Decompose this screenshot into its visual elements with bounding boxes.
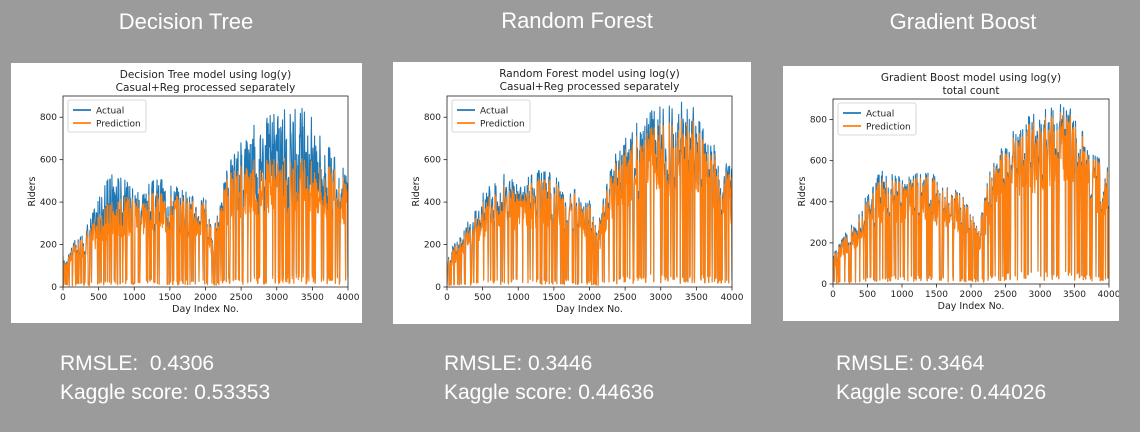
x-tick-label: 2500 [614,293,637,303]
chart-decision-tree: Decision Tree model using log(y)Casual+R… [27,69,360,315]
rmsle-label: RMSLE: 0.3446 [444,352,593,375]
y-axis-label: Riders [411,176,422,206]
kaggle-score-label: Kaggle score: 0.44636 [444,381,655,404]
legend-label: Actual [866,110,894,120]
x-tick-label: 2500 [230,293,253,303]
legend-box [67,99,147,133]
series-line-prediction [447,118,732,287]
kaggle-score-label: Kaggle score: 0.53353 [60,381,271,404]
x-tick-label: 0 [60,293,66,303]
plot-area [833,104,1109,284]
chart-title: Decision Tree model using log(y) [120,69,291,81]
plot-area [447,101,732,287]
x-tick-label: 3000 [1029,290,1052,300]
model-heading: Gradient Boost [889,9,1037,34]
x-tick-label: 4000 [721,293,744,303]
model-heading: Random Forest [501,8,653,33]
x-tick-label: 1500 [925,290,948,300]
metrics: RMSLE: 0.3464 Kaggle score: 0.44026 [836,349,1046,407]
y-tick-label: 0 [821,280,827,290]
legend-label: Prediction [866,123,911,133]
x-tick-label: 2000 [194,293,217,303]
x-tick-label: 3000 [649,293,672,303]
y-tick-label: 0 [51,283,57,293]
y-tick-label: 200 [424,241,441,251]
x-axis-label: Day Index No. [938,301,1005,312]
chart-title: Random Forest model using log(y) [499,68,680,80]
series-line-prediction [63,157,348,287]
y-tick-label: 600 [810,157,827,167]
chart-subtitle: total count [943,85,1000,97]
chart-title: Gradient Boost model using log(y) [881,72,1061,84]
y-tick-label: 600 [424,156,441,166]
y-tick-label: 400 [810,198,827,208]
x-tick-label: 2000 [960,290,983,300]
legend-box [837,102,917,136]
rmsle-label: RMSLE: 0.4306 [60,352,215,375]
y-tick-label: 400 [40,198,57,208]
x-tick-label: 0 [830,290,836,300]
x-tick-label: 3500 [685,293,708,303]
y-tick-label: 200 [40,241,57,251]
y-tick-label: 0 [435,283,441,293]
model-heading: Decision Tree [118,9,254,34]
x-axis-label: Day Index No. [556,304,623,315]
metrics: RMSLE: 0.3446 Kaggle score: 0.44636 [444,349,654,407]
x-tick-label: 3500 [1063,290,1086,300]
y-axis-label: Riders [27,176,38,206]
legend-label: Prediction [96,120,141,130]
chart-subtitle: Casual+Reg processed separately [116,82,296,94]
x-tick-label: 3500 [301,293,324,303]
series-line-prediction [833,112,1109,284]
y-tick-label: 200 [810,239,827,249]
chart-card: Gradient Boost model using log(y) total c… [783,66,1119,321]
y-tick-label: 800 [424,113,441,123]
y-tick-label: 400 [424,198,441,208]
chart-subtitle: Casual+Reg processed separately [500,81,680,93]
kaggle-score-label: Kaggle score: 0.44026 [836,381,1047,404]
legend-label: Actual [96,107,124,117]
y-tick-label: 800 [810,116,827,126]
x-tick-label: 1500 [542,293,565,303]
x-tick-label: 500 [474,293,491,303]
x-tick-label: 1500 [158,293,181,303]
legend: Actual Prediction [451,99,531,133]
y-tick-label: 600 [40,156,57,166]
x-tick-label: 0 [444,293,450,303]
x-tick-label: 4000 [337,293,360,303]
chart-card: Decision Tree model using log(y) Casual+R… [11,63,362,323]
x-tick-label: 500 [90,293,107,303]
x-tick-label: 2500 [994,290,1017,300]
x-axis-label: Day Index No. [172,304,239,315]
legend-label: Actual [480,107,508,117]
legend-label: Prediction [480,120,525,130]
metrics: RMSLE: 0.4306 Kaggle score: 0.53353 [60,349,270,407]
x-tick-label: 1000 [507,293,530,303]
plot-area [63,107,348,287]
chart-card: Random Forest model using log(y) Casual+R… [393,62,751,324]
y-tick-label: 800 [40,113,57,123]
legend-box [451,99,531,133]
x-tick-label: 500 [859,290,876,300]
rmsle-label: RMSLE: 0.3464 [836,352,985,375]
x-tick-label: 3000 [265,293,288,303]
x-tick-label: 1000 [891,290,914,300]
x-tick-label: 1000 [123,293,146,303]
legend: Actual Prediction [67,99,147,133]
y-axis-label: Riders [797,176,808,206]
x-tick-label: 4000 [1098,290,1119,300]
legend: Actual Prediction [837,102,917,136]
x-tick-label: 2000 [578,293,601,303]
chart-gradient-boost: Gradient Boost model using log(y)total c… [797,72,1119,312]
chart-random-forest: Random Forest model using log(y)Casual+R… [411,68,744,315]
